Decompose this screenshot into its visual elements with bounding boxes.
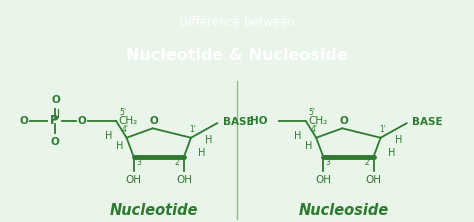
Text: P: P [50, 115, 59, 127]
Text: 4': 4' [311, 125, 318, 134]
Text: OH: OH [126, 175, 142, 185]
Text: H: H [198, 148, 206, 158]
Text: OH: OH [365, 175, 382, 185]
Text: H: H [395, 135, 402, 145]
Text: OH: OH [176, 175, 192, 185]
Text: 3': 3' [326, 158, 333, 167]
Text: H: H [116, 141, 123, 151]
Text: CH₂: CH₂ [308, 116, 328, 126]
Text: OH: OH [315, 175, 331, 185]
Text: BASE: BASE [412, 117, 443, 127]
Text: H: H [305, 141, 313, 151]
Text: 1': 1' [190, 125, 196, 134]
Text: 1': 1' [379, 125, 386, 134]
Text: O: O [50, 137, 59, 147]
Text: H: H [205, 135, 213, 145]
Text: H: H [105, 131, 112, 141]
Text: H: H [294, 131, 302, 141]
Text: Nucleotide: Nucleotide [110, 203, 198, 218]
Text: O: O [19, 116, 28, 126]
Text: Nucleotide & Nucleoside: Nucleotide & Nucleoside [126, 48, 348, 63]
Text: 5': 5' [309, 108, 316, 117]
Text: HO: HO [250, 116, 268, 126]
Text: O: O [150, 116, 158, 126]
Text: CH₂: CH₂ [118, 116, 138, 126]
Text: 5': 5' [119, 108, 126, 117]
Text: Nucleoside: Nucleoside [299, 203, 389, 218]
Text: 2': 2' [175, 158, 182, 167]
Text: Difference between: Difference between [179, 16, 295, 29]
Text: BASE: BASE [223, 117, 254, 127]
Text: O: O [78, 116, 86, 126]
Text: H: H [388, 148, 395, 158]
Text: O: O [52, 95, 60, 105]
Text: 2': 2' [365, 158, 371, 167]
Text: O: O [339, 116, 348, 126]
Text: 4': 4' [121, 125, 128, 134]
Text: 3': 3' [136, 158, 143, 167]
